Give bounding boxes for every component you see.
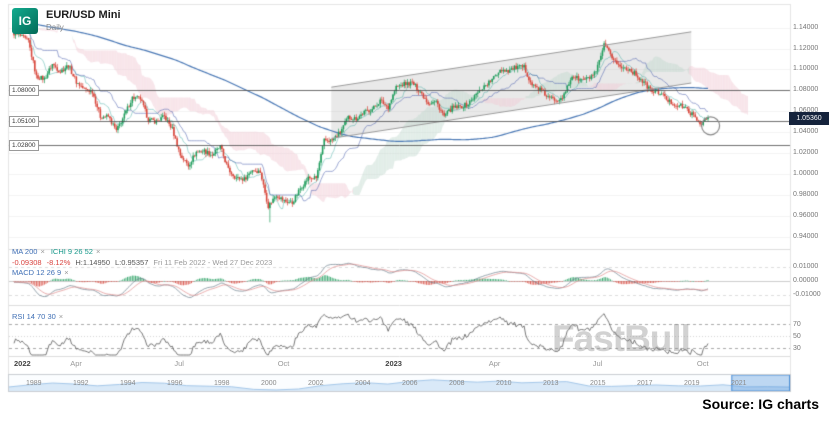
price-axis-label: 1.12000 — [793, 44, 819, 52]
rsi-legend-label: RSI 14 70 30 — [12, 312, 56, 321]
high-value: H:1.14950 — [75, 258, 110, 267]
navigator-year-label: 2000 — [261, 380, 277, 387]
price-axis-label: 0.96000 — [793, 211, 819, 219]
navigator-year-label: 1989 — [26, 380, 42, 387]
price-axis-label: 1.08000 — [793, 86, 819, 94]
macd-legend-row: MACD 12 26 9 × — [12, 268, 75, 277]
navigator-year-label: 2013 — [543, 380, 559, 387]
watermark: FastBull — [552, 318, 691, 359]
ma-remove-button[interactable]: × — [40, 247, 45, 256]
time-axis-label: Apr — [70, 359, 82, 368]
price-axis-label: 0.98000 — [793, 190, 819, 198]
price-axis-label: 1.06000 — [793, 107, 819, 115]
navigator-year-label: 1994 — [120, 380, 136, 387]
low-value: L:0.95357 — [115, 258, 149, 267]
timeframe-label: Daily — [46, 23, 64, 32]
rsi-legend-row: RSI 14 70 30 × — [12, 312, 69, 321]
price-axis-label: 1.10000 — [793, 65, 819, 73]
source-caption: Source: IG charts — [702, 396, 819, 412]
price-axis-label: 1.14000 — [793, 23, 819, 31]
price-axis-label: 1.02000 — [793, 148, 819, 156]
ig-logo: IG — [12, 8, 38, 34]
navigator-year-label: 2010 — [496, 380, 512, 387]
price-axis-label: 1.00000 — [793, 169, 819, 177]
navigator-year-label: 2021 — [731, 380, 747, 387]
last-price-badge: 1.05360 — [789, 112, 829, 125]
navigator-year-label: 2017 — [637, 380, 653, 387]
navigator-year-label: 2004 — [355, 380, 371, 387]
date-range-label: Fri 11 Feb 2022 - Wed 27 Dec 2023 — [153, 258, 273, 267]
time-axis-label: 2022 — [14, 359, 31, 368]
ma-legend-label: MA 200 — [12, 247, 38, 256]
rsi-axis-label: 50 — [793, 333, 801, 340]
navigator-year-label: 1992 — [73, 380, 89, 387]
macd-legend-label: MACD 12 26 9 — [12, 268, 62, 277]
instrument-title: EUR/USD Mini — [46, 9, 121, 21]
indicator-legend-row: MA 200 × ICHI 9 26 52 × — [12, 247, 106, 256]
price-line-tag: 1.05100 — [9, 115, 39, 127]
price-line-tag: 1.02800 — [9, 139, 39, 151]
rsi-axis-label: 70 — [793, 321, 801, 328]
change-value: -0.09308 — [12, 258, 42, 267]
rsi-axis-label: 30 — [793, 345, 801, 352]
change-percent: -8.12% — [46, 258, 71, 267]
time-axis-label: Jul — [174, 359, 184, 368]
macd-axis-label: -0.01000 — [793, 291, 821, 298]
time-axis-label: Oct — [696, 359, 709, 368]
navigator-year-label: 2019 — [684, 380, 700, 387]
macd-remove-button[interactable]: × — [64, 268, 69, 277]
navigator-year-label: 2015 — [590, 380, 606, 387]
navigator-year-label: 2002 — [308, 380, 324, 387]
ichimoku-remove-button[interactable]: × — [95, 247, 101, 256]
ig-logo-text: IG — [18, 14, 32, 28]
time-axis-label: Jul — [592, 359, 603, 368]
price-stats-row: -0.09308 -8.12% H:1.14950 L:0.95357 Fri 11 F… — [12, 258, 272, 267]
time-axis-label: Oct — [277, 359, 290, 368]
macd-axis-label: 0.01000 — [793, 263, 819, 270]
macd-axis-label: 0.00000 — [793, 277, 819, 284]
ichimoku-legend-label: ICHI 9 26 52 — [50, 247, 93, 256]
price-axis-label: 0.94000 — [793, 232, 819, 240]
navigator-year-label: 1998 — [214, 380, 230, 387]
navigator-year-label: 2006 — [402, 380, 418, 387]
navigator-year-label: 1996 — [167, 380, 183, 387]
price-line-tag: 1.08000 — [9, 85, 39, 97]
navigator-year-label: 2008 — [449, 380, 465, 387]
rsi-remove-button[interactable]: × — [58, 312, 64, 321]
time-axis-label: 2023 — [385, 359, 402, 368]
time-axis-label: Apr — [488, 359, 501, 368]
price-axis-label: 1.04000 — [793, 128, 819, 136]
